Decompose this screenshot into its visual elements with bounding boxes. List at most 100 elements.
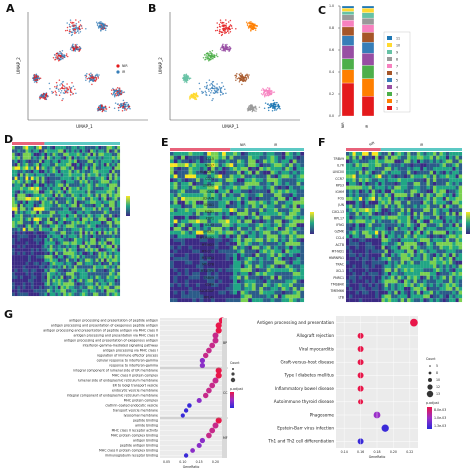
umap-point [101,107,104,110]
umap-point [69,91,72,93]
umap-point [247,77,250,79]
umap-point [103,27,105,30]
umap-point [74,49,76,52]
kegg-term-label: Antigen processing and presentation [257,320,335,325]
cluster-legend: 11 10 9 8 7 6 5 4 3 2 1 [383,31,411,113]
go-dot [206,347,212,354]
umap-point [224,32,226,35]
umap-point [110,92,113,95]
umap-point [215,54,218,57]
umap-point [79,24,82,26]
umap-point [104,105,107,108]
kegg-size-legend-dot [427,384,433,390]
umap-b-ylabel: UMAP_2 [158,57,163,74]
umap-point [219,89,222,92]
umap-point [213,85,216,88]
umap-point [264,90,266,93]
umap-a-ylabel: UMAP_2 [16,57,21,74]
umap-plot-a: UMAP_1 UMAP_2 NIR IR [16,12,148,129]
umap-point [222,49,225,51]
umap-point [220,47,222,49]
umap-point [245,21,248,23]
umap-point [75,27,78,30]
umap-point [124,105,126,108]
umap-point [64,29,67,32]
umap-point [251,107,254,110]
umap-point [246,23,249,25]
go-dot [206,432,212,439]
umap-point [123,109,126,111]
legend-swatch [387,99,392,103]
umap-point [42,93,45,95]
stacked-bar-segment [361,8,375,13]
heatmap-e-cells [170,148,305,303]
umap-point [218,32,221,35]
umap-point [227,26,229,29]
umap-point [77,46,79,49]
umap-point [117,91,120,94]
umap-point [74,31,76,33]
umap-point [74,32,76,35]
umap-point [213,87,215,90]
umap-point [63,85,66,88]
legend-label: 6 [396,72,398,76]
umap-point [76,28,78,31]
umap-point [97,27,100,29]
umap-point [216,26,219,29]
go-color-legend-title: p.adjust [230,387,244,391]
umap-point [267,93,269,96]
umap-point [61,53,63,56]
go-category-label: BP [223,341,227,345]
umap-point [235,75,238,78]
kegg-term-label: Graft-versus-host disease [280,360,334,365]
kegg-term-label: Allograft rejection [297,333,335,338]
umap-point [208,59,211,61]
umap-point [38,77,41,80]
umap-point [227,46,229,49]
legend-label: 8 [396,58,398,62]
umap-point [211,99,213,102]
umap-point [262,87,264,90]
go-dot [196,442,202,449]
umap-point [71,81,73,84]
umap-point [219,48,222,51]
legend-label: 9 [396,51,398,55]
ytick-label: 0.4 [329,70,334,74]
go-dot [206,387,212,394]
go-dot [209,342,216,349]
gene-label: RPS3 [336,183,344,187]
go-dot [180,413,185,418]
umap-point [255,110,257,112]
legend-swatch [387,57,392,61]
umap-point [238,80,241,83]
go-term-label: peptide binding [133,419,158,423]
umap-point [252,25,254,27]
umap-point [63,92,66,94]
go-dot [187,403,192,408]
umap-point [225,19,227,21]
umap-point [187,74,189,77]
stacked-bar-segment [361,53,375,66]
umap-point [123,91,126,93]
umap-point [69,89,72,92]
umap-points-a [32,19,131,113]
umap-point [211,49,214,52]
umap-point [108,106,111,108]
umap-point [212,98,214,100]
xtick-ir: IR [365,124,369,128]
go-term-label: MHC protein complex binding [111,434,158,438]
umap-point [37,74,39,77]
go-term-label: integral component of endoplasmic reticu… [67,394,158,398]
umap-point [56,84,58,87]
go-term-label: regulation of immune effector process [97,354,158,358]
umap-point [224,45,227,47]
umap-point [204,56,207,59]
umap-point [70,47,72,49]
umap-point [219,31,222,33]
umap-point [75,92,77,95]
umap-point [56,86,58,88]
legend-label: 7 [396,65,398,69]
umap-point [85,28,87,30]
umap-point [263,94,266,96]
